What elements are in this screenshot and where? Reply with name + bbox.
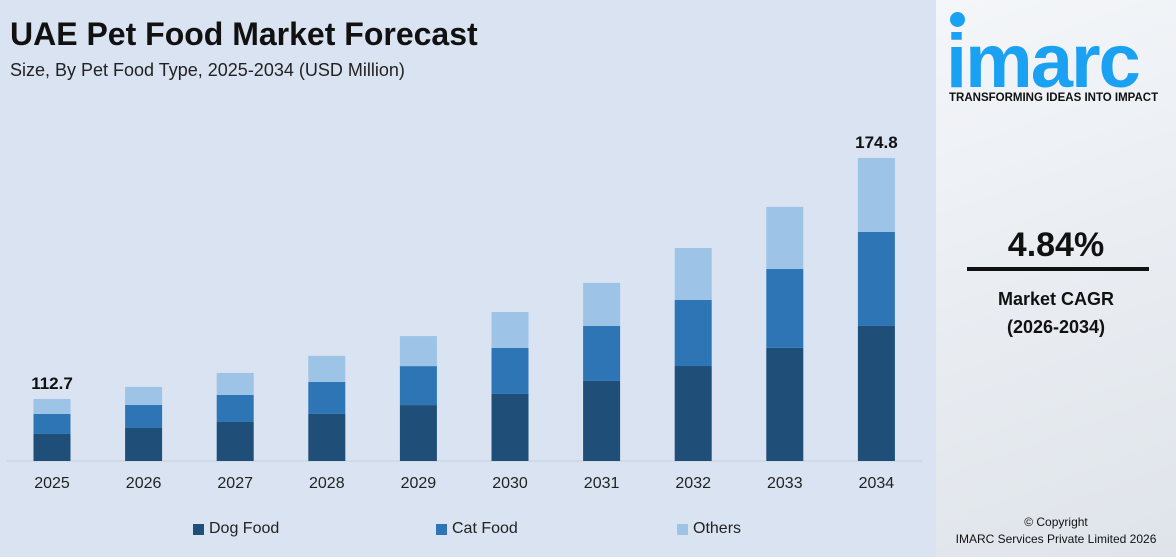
x-tick-label: 2028 [309,475,345,492]
bar-segment-cat-food [216,394,254,422]
legend-others: Others [677,520,741,538]
bar-segment-others [216,372,254,395]
divider [967,267,1149,271]
bar-segment-dog-food [399,405,437,461]
legend-label: Others [693,520,742,537]
legend-label: Cat Food [452,520,518,537]
bar-segment-dog-food [674,366,712,461]
logo-tagline: TRANSFORMING IDEAS INTO IMPACT [949,92,1159,104]
bar-segment-others [491,312,529,348]
x-tick-label: 2034 [859,475,895,492]
bar-segment-cat-food [33,413,71,434]
legend-swatch [677,523,688,535]
bar-segment-others [399,336,437,367]
legend-label: Dog Food [209,520,280,537]
chart-title: UAE Pet Food Market Forecast [10,16,478,52]
data-label: 112.7 [31,374,73,393]
logo-dot [950,12,965,27]
bar-segment-cat-food [125,404,163,428]
bar-segment-others [766,206,804,269]
bar-segment-others [308,355,346,382]
sidebar-panel: imarc TRANSFORMING IDEAS INTO IMPACT 4.8… [936,0,1176,557]
bar-segment-dog-food [766,347,804,461]
bar-segment-cat-food [583,325,621,381]
copyright: © Copyright IMARC Services Private Limit… [936,514,1176,548]
bar-segment-dog-food [216,421,254,461]
bar-segment-others [583,282,621,326]
cagr-label-text: Market CAGR [997,289,1115,309]
bar-segment-cat-food [857,231,895,326]
bar-segment-cat-food [491,347,529,394]
legend-swatch [193,523,204,535]
bar-segment-dog-food [583,380,621,461]
bar-segment-cat-food [674,299,712,367]
bar-segment-dog-food [125,427,163,461]
imarc-logo: imarc [946,19,1141,104]
x-tick-label: 2032 [675,475,711,492]
bar-segment-others [674,247,712,300]
bar-segment-cat-food [308,381,346,414]
bar-segment-others [33,398,71,414]
x-tick-label: 2030 [492,475,528,492]
x-tick-label: 2033 [767,475,803,492]
bar-segment-others [857,157,895,232]
cagr-label: Market CAGR (2026-2034) [936,285,1176,341]
legend-dog-food: Dog Food [193,520,279,538]
bar-segment-cat-food [399,366,437,406]
bar-segment-dog-food [491,393,529,461]
data-label: 174.8 [855,133,898,152]
bar-segment-dog-food [857,325,895,461]
company-name: IMARC Services Private Limited 2026 [955,532,1157,546]
bar-segment-cat-food [766,268,804,348]
cagr-value: 4.84% [1007,226,1105,264]
cagr-period: (2026-2034) [1006,317,1106,337]
chart-subtitle: Size, By Pet Food Type, 2025-2034 (USD M… [10,60,405,80]
bar-segment-dog-food [33,433,71,461]
x-tick-label: 2027 [217,475,253,492]
bar-segment-dog-food [308,413,346,461]
legend-cat-food: Cat Food [436,520,518,538]
x-tick-label: 2026 [126,475,162,492]
x-tick-label: 2025 [34,475,70,492]
bar-segment-others [125,386,163,405]
x-tick-label: 2029 [401,475,437,492]
copyright-text: © Copyright [1024,515,1088,529]
legend-swatch [436,523,447,535]
stacked-bar-chart: 2025 112.7 2026 2027 2028 2029 2030 2031 2032 203… [7,133,922,492]
x-tick-label: 2031 [584,475,620,492]
